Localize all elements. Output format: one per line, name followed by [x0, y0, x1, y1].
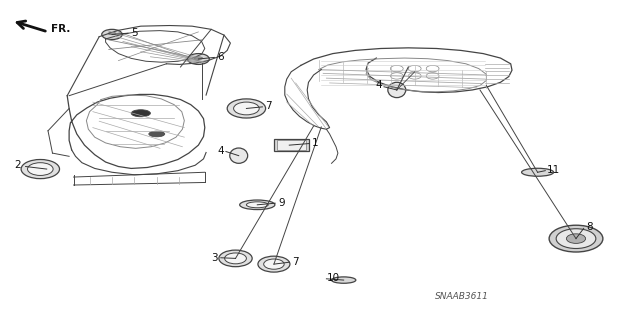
Text: 4: 4: [376, 80, 382, 91]
Text: 10: 10: [326, 273, 340, 283]
Circle shape: [258, 256, 290, 272]
Circle shape: [566, 234, 586, 243]
Circle shape: [227, 99, 266, 118]
Circle shape: [21, 160, 60, 179]
Text: 9: 9: [278, 197, 285, 208]
Ellipse shape: [332, 277, 356, 283]
Text: 11: 11: [547, 165, 561, 175]
Circle shape: [556, 229, 596, 249]
Text: FR.: FR.: [51, 24, 70, 34]
Ellipse shape: [246, 202, 268, 208]
Circle shape: [188, 54, 209, 64]
Ellipse shape: [230, 148, 248, 163]
Text: 2: 2: [14, 160, 20, 170]
Bar: [277, 140, 306, 150]
Bar: [274, 139, 309, 151]
Text: 5: 5: [131, 27, 138, 38]
Text: SNAAB3611: SNAAB3611: [435, 292, 489, 301]
Circle shape: [549, 225, 603, 252]
Text: 7: 7: [266, 101, 272, 111]
Ellipse shape: [388, 82, 406, 98]
Ellipse shape: [240, 200, 275, 210]
Ellipse shape: [131, 110, 150, 117]
Circle shape: [225, 253, 246, 264]
Text: 3: 3: [211, 253, 218, 263]
Text: 1: 1: [312, 138, 318, 148]
Ellipse shape: [522, 168, 554, 176]
Ellipse shape: [108, 33, 116, 35]
Text: 4: 4: [218, 145, 224, 156]
Ellipse shape: [149, 131, 165, 137]
Ellipse shape: [195, 57, 202, 59]
Circle shape: [234, 102, 259, 115]
Circle shape: [264, 259, 284, 269]
Circle shape: [219, 250, 252, 267]
Text: 7: 7: [292, 256, 298, 267]
Circle shape: [102, 29, 122, 40]
Text: 8: 8: [586, 222, 593, 232]
Circle shape: [28, 163, 53, 175]
Text: 6: 6: [218, 52, 224, 62]
